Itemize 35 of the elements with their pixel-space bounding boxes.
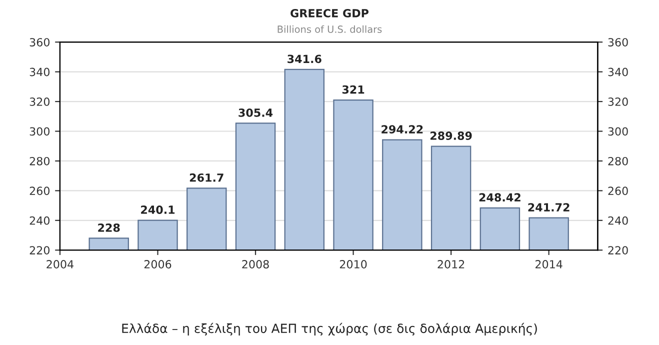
- data-label: 241.72: [528, 203, 570, 212]
- y-tick-label: 300: [30, 127, 50, 136]
- data-label: 321: [342, 85, 364, 94]
- y2-tick-label: 220: [608, 246, 628, 255]
- data-label: 240.1: [141, 206, 175, 214]
- y-tick-label: 340: [30, 68, 50, 76]
- chart-title: GREECE GDP: [290, 9, 369, 18]
- chart-subtitle: Billions of U.S. dollars: [278, 25, 382, 33]
- data-label: 248.42: [479, 193, 520, 202]
- y-tick-label: 240: [30, 216, 50, 225]
- text: Ελλάδα – η εξέλιξη του ΑΕΠ της χώρας (σε δις δολάρια Αμερικής): [122, 322, 537, 336]
- y-tick-label: 280: [30, 156, 50, 166]
- x-tick-label: 2004: [46, 260, 74, 268]
- y2-tick-label: 340: [608, 68, 628, 76]
- data-label: 228: [98, 224, 120, 232]
- y-tick-label: 360: [30, 38, 50, 46]
- y2-tick-label: 280: [608, 156, 628, 166]
- y2-tick-label: 320: [608, 98, 628, 106]
- x-tick-label: 2008: [242, 260, 269, 268]
- y-tick-label: 320: [30, 98, 50, 106]
- data-label: 289.89: [430, 132, 472, 140]
- x-tick-label: 2014: [536, 260, 562, 268]
- y2-tick-label: 240: [608, 216, 628, 225]
- data-label: 341.6: [288, 54, 322, 64]
- x-tick-label: 2010: [340, 260, 367, 268]
- y-tick-label: 260: [30, 186, 50, 196]
- data-label: 305.4: [238, 108, 273, 117]
- y-tick-label: 220: [30, 246, 50, 255]
- y2-tick-label: 360: [608, 38, 628, 46]
- x-tick-label: 2012: [438, 260, 464, 268]
- data-label: 261.7: [190, 173, 224, 182]
- data-label: 294.22: [382, 125, 423, 134]
- y2-tick-label: 260: [608, 186, 628, 196]
- x-tick-label: 2006: [144, 260, 172, 268]
- y2-tick-label: 300: [608, 127, 628, 136]
